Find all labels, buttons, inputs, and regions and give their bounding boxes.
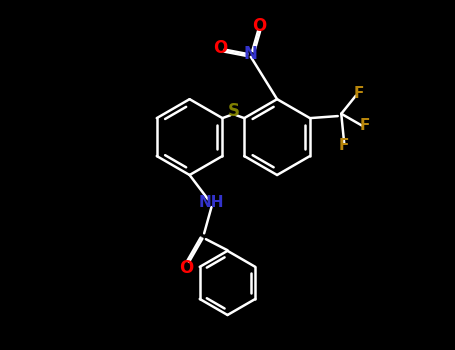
Text: N: N (244, 45, 258, 63)
Text: O: O (253, 17, 267, 35)
Text: NH: NH (199, 195, 224, 210)
Text: S: S (228, 102, 239, 120)
Text: O: O (179, 259, 193, 277)
Text: F: F (359, 118, 370, 133)
Text: F: F (354, 86, 364, 101)
Text: F: F (339, 138, 349, 153)
Text: O: O (213, 39, 228, 57)
